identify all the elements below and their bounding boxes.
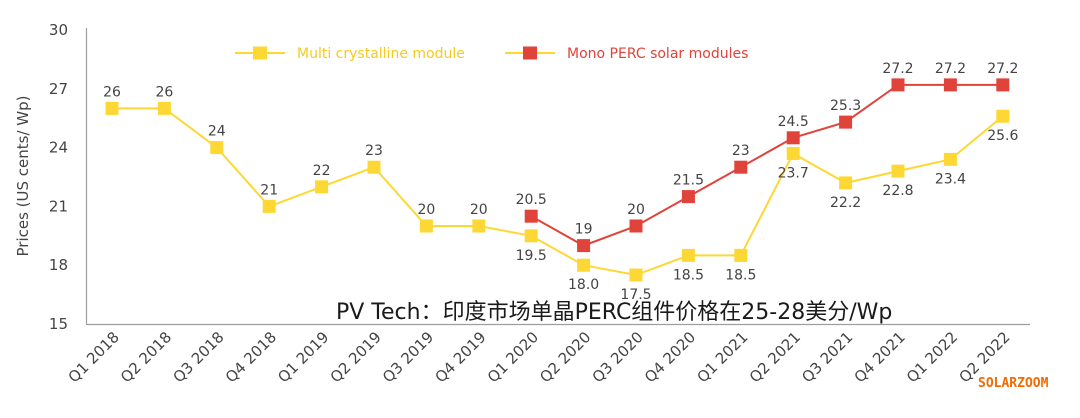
data-label: 25.3 <box>830 98 861 114</box>
legend-item-1: Mono PERC solar modules <box>505 46 748 62</box>
x-tick-label: Q4 2021 <box>851 328 909 386</box>
data-label: 25.6 <box>987 128 1018 144</box>
data-label: 26 <box>103 84 121 100</box>
data-point-marker <box>315 180 329 194</box>
legend-marker <box>253 46 267 60</box>
y-tick-label: 15 <box>49 315 68 333</box>
data-point-marker <box>210 141 224 155</box>
data-label: 23 <box>365 143 383 159</box>
x-tick-label: Q2 2019 <box>327 328 385 386</box>
x-tick-label: Q3 2020 <box>589 328 647 386</box>
legend: Multi crystalline module Mono PERC solar … <box>235 46 748 62</box>
data-label: 23.7 <box>778 165 809 181</box>
data-point-marker <box>157 101 171 115</box>
y-tick-label: 24 <box>49 139 68 157</box>
data-point-marker <box>105 101 119 115</box>
data-label: 23 <box>732 143 750 159</box>
x-tick-label: Q1 2018 <box>65 328 123 386</box>
data-label: 18.0 <box>568 277 599 293</box>
data-label: 22 <box>313 163 331 179</box>
data-point-marker <box>577 258 591 272</box>
y-axis-title: Prices (US cents/ Wp) <box>14 95 32 256</box>
y-tick-label: 21 <box>49 197 68 215</box>
series-1: 20.5 19 20 21.5 23 24.5 25.3 27.2 27.2 27.2 <box>516 61 1018 253</box>
data-point-marker <box>524 209 538 223</box>
chart-caption: PV Tech：印度市场单晶PERC组件价格在25-28美分/Wp <box>336 300 892 325</box>
legend-marker <box>523 46 537 60</box>
data-point-marker <box>524 229 538 243</box>
x-tick-label: Q2 2021 <box>746 328 804 386</box>
data-point-marker <box>681 190 695 204</box>
series-0: 26 26 24 21 22 23 20 20 19.5 18.0 17.5 18.5 18.5 23.7… <box>103 84 1018 303</box>
legend-label: Multi crystalline module <box>297 46 465 62</box>
data-label: 24 <box>208 124 226 140</box>
x-tick-label: Q1 2020 <box>484 328 542 386</box>
data-point-marker <box>943 78 957 92</box>
legend-item-0: Multi crystalline module <box>235 46 465 62</box>
data-label: 27.2 <box>882 61 913 77</box>
y-tick-label: 27 <box>49 80 68 98</box>
watermark: SOLARZOOM <box>978 376 1049 391</box>
data-label: 19.5 <box>516 248 547 264</box>
data-label: 22.8 <box>882 183 913 199</box>
legend-label: Mono PERC solar modules <box>567 46 748 62</box>
data-label: 20 <box>470 202 488 218</box>
data-label: 24.5 <box>778 114 809 130</box>
x-tick-label: Q1 2019 <box>274 328 332 386</box>
x-tick-label: Q1 2021 <box>693 328 751 386</box>
series-line <box>112 107 1004 277</box>
data-point-marker <box>367 160 381 174</box>
x-tick-label: Q2 2020 <box>536 328 594 386</box>
x-tick-label: Q4 2019 <box>431 328 489 386</box>
data-label: 20 <box>627 202 645 218</box>
data-label: 18.5 <box>673 267 704 283</box>
data-label: 22.2 <box>830 195 861 211</box>
data-point-marker <box>839 115 853 129</box>
data-point-marker <box>734 248 748 262</box>
data-label: 18.5 <box>725 267 756 283</box>
x-tick-label: Q3 2019 <box>379 328 437 386</box>
series-line <box>530 83 1003 247</box>
data-label: 20.5 <box>516 192 547 208</box>
data-label: 23.4 <box>935 171 966 187</box>
data-point-marker <box>472 219 486 233</box>
data-point-marker <box>786 131 800 145</box>
y-tick-label: 18 <box>49 256 68 274</box>
data-point-marker <box>943 152 957 166</box>
data-point-marker <box>996 78 1010 92</box>
data-point-marker <box>891 78 905 92</box>
x-tick-label: Q3 2018 <box>169 328 227 386</box>
y-tick-labels: 15 18 21 24 27 30 <box>49 21 68 333</box>
x-tick-label: Q4 2018 <box>222 328 280 386</box>
x-tick-label: Q3 2021 <box>798 328 856 386</box>
data-point-marker <box>891 164 905 178</box>
data-label: 17.5 <box>620 287 651 303</box>
data-point-marker <box>629 268 643 282</box>
data-label: 19 <box>575 222 593 238</box>
data-point-marker <box>629 219 643 233</box>
data-point-marker <box>996 109 1010 123</box>
x-tick-label: Q2 2018 <box>117 328 175 386</box>
data-point-marker <box>419 219 433 233</box>
data-point-marker <box>734 160 748 174</box>
data-label: 20 <box>417 202 435 218</box>
data-label: 27.2 <box>987 61 1018 77</box>
axes <box>85 28 1030 326</box>
x-tick-label: Q1 2022 <box>903 328 961 386</box>
data-label: 27.2 <box>935 61 966 77</box>
data-label: 21.5 <box>673 173 704 189</box>
data-point-marker <box>786 146 800 160</box>
data-label: 26 <box>155 84 173 100</box>
x-tick-label: Q4 2020 <box>641 328 699 386</box>
data-point-marker <box>262 199 276 213</box>
data-point-marker <box>577 239 591 253</box>
data-point-marker <box>681 248 695 262</box>
data-label: 21 <box>260 182 278 198</box>
data-point-marker <box>839 176 853 190</box>
y-tick-label: 30 <box>49 21 68 39</box>
series-layer: 26 26 24 21 22 23 20 20 19.5 18.0 17.5 18.5 18.5 23.7… <box>103 61 1018 303</box>
